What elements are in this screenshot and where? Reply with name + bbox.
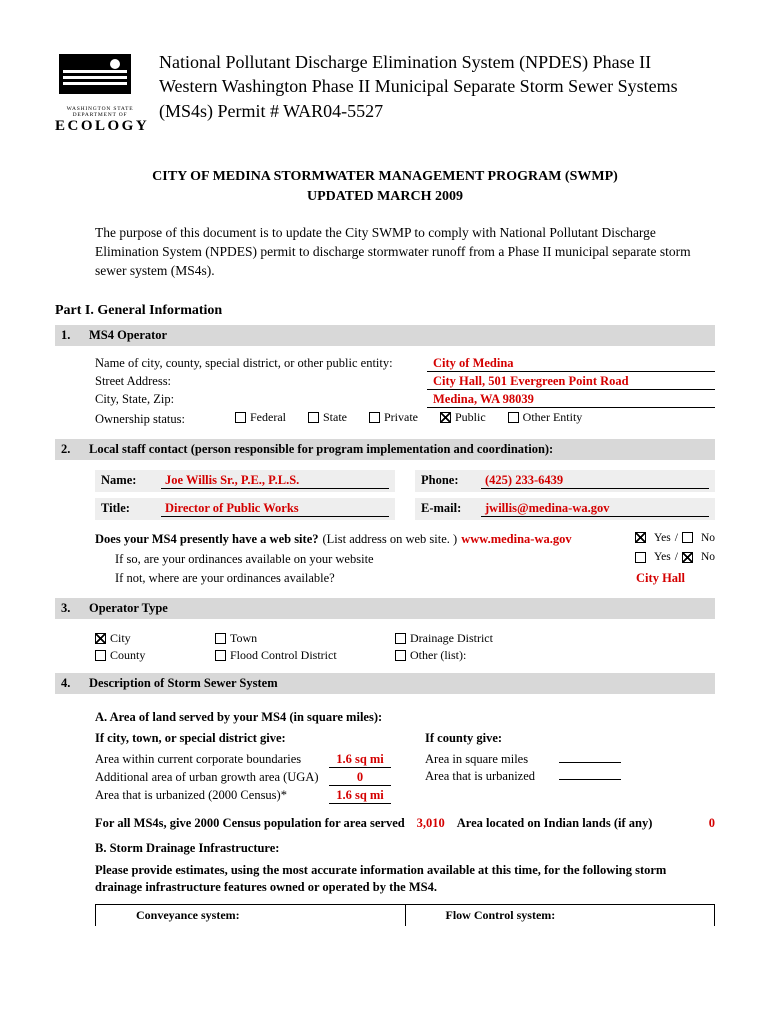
checkbox-private[interactable]: Private <box>369 410 418 425</box>
section-2-num: 2. <box>61 442 89 457</box>
section-1-body: Name of city, county, special district, … <box>55 346 715 439</box>
ordinances-question: If so, are your ordinances available on … <box>115 552 374 567</box>
contact-phone-field: Phone: (425) 233-6439 <box>415 470 715 492</box>
logo-word: ECOLOGY <box>55 118 145 135</box>
checkbox-town[interactable]: Town <box>215 631 373 646</box>
section-4-num: 4. <box>61 676 89 691</box>
checkbox-drainage[interactable]: Drainage District <box>395 631 693 646</box>
website-yesno[interactable]: Yes / No <box>635 532 715 544</box>
header-titles: National Pollutant Discharge Elimination… <box>159 50 678 123</box>
section-3-bar: 3. Operator Type <box>55 598 715 619</box>
conveyance-header: Conveyance system: <box>96 905 406 926</box>
swmp-title-l2: UPDATED MARCH 2009 <box>307 189 463 204</box>
contact-name-value: Joe Willis Sr., P.E., P.L.S. <box>161 473 389 489</box>
ownership-label: Ownership status: <box>95 412 235 427</box>
area-r2-value: 0 <box>329 770 391 786</box>
checkbox-other-entity[interactable]: Other Entity <box>508 410 583 425</box>
header-line-1: National Pollutant Discharge Elimination… <box>159 50 678 74</box>
part-1-heading: Part I. General Information <box>55 303 715 319</box>
contact-phone-value: (425) 233-6439 <box>481 473 709 489</box>
address-value: City Hall, 501 Evergreen Point Road <box>427 374 715 390</box>
checkbox-state[interactable]: State <box>308 410 347 425</box>
ordinances-where-question: If not, where are your ordinances availa… <box>115 571 335 586</box>
section-4-body: A. Area of land served by your MS4 (in s… <box>55 694 715 936</box>
section-1-title: MS4 Operator <box>89 328 167 343</box>
section-3-num: 3. <box>61 601 89 616</box>
section-2-bar: 2. Local staff contact (person responsib… <box>55 439 715 460</box>
census-value: 3,010 <box>411 816 451 831</box>
section-1-num: 1. <box>61 328 89 343</box>
area-r1-label: Area within current corporate boundaries <box>95 752 325 767</box>
area-r3-label: Area that is urbanized (2000 Census)* <box>95 788 325 803</box>
infra-table-header: Conveyance system: Flow Control system: <box>95 904 715 926</box>
city-state-zip-value: Medina, WA 98039 <box>427 392 715 408</box>
checkbox-city[interactable]: City <box>95 631 193 646</box>
section-1-bar: 1. MS4 Operator <box>55 325 715 346</box>
checkbox-county[interactable]: County <box>95 648 193 663</box>
section-3-body: City Town Drainage District County Flood… <box>55 619 715 673</box>
flowcontrol-header: Flow Control system: <box>406 905 715 926</box>
contact-title-value: Director of Public Works <box>161 501 389 517</box>
county-r2-value <box>559 779 621 780</box>
document-header: WASHINGTON STATE DEPARTMENT OF ECOLOGY N… <box>55 50 715 135</box>
section-3-title: Operator Type <box>89 601 168 616</box>
county-r1-label: Area in square miles <box>425 752 555 767</box>
indian-label: Area located on Indian lands (if any) <box>457 816 653 831</box>
swmp-title-l1: CITY OF MEDINA STORMWATER MANAGEMENT PRO… <box>152 169 618 184</box>
section-4-bar: 4. Description of Storm Sewer System <box>55 673 715 694</box>
swmp-title: CITY OF MEDINA STORMWATER MANAGEMENT PRO… <box>55 167 715 206</box>
area-r2-label: Additional area of urban growth area (UG… <box>95 770 325 785</box>
contact-title-field: Title: Director of Public Works <box>95 498 395 520</box>
checkbox-federal[interactable]: Federal <box>235 410 286 425</box>
section-4b-head: B. Storm Drainage Infrastructure: <box>95 841 715 856</box>
entity-name-label: Name of city, county, special district, … <box>95 356 425 371</box>
section-2-title: Local staff contact (person responsible … <box>89 442 553 457</box>
county-r1-value <box>559 762 621 763</box>
website-value: www.medina-wa.gov <box>461 532 571 547</box>
website-hint: (List address on web site. ) <box>323 532 458 547</box>
checkbox-flood[interactable]: Flood Control District <box>215 648 373 663</box>
ordinances-yesno[interactable]: Yes / No <box>635 551 715 563</box>
address-label: Street Address: <box>95 374 425 389</box>
county-r2-label: Area that is urbanized <box>425 769 555 784</box>
entity-name-value: City of Medina <box>427 356 715 372</box>
website-question: Does your MS4 presently have a web site? <box>95 532 319 547</box>
contact-name-field: Name: Joe Willis Sr., P.E., P.L.S. <box>95 470 395 492</box>
section-4b-text: Please provide estimates, using the most… <box>95 862 715 896</box>
area-r3-value: 1.6 sq mi <box>329 788 391 804</box>
census-label: For all MS4s, give 2000 Census populatio… <box>95 816 405 831</box>
indian-value: 0 <box>709 816 715 831</box>
section-4a-head: A. Area of land served by your MS4 (in s… <box>95 710 715 725</box>
city-state-zip-label: City, State, Zip: <box>95 392 425 407</box>
purpose-text: The purpose of this document is to updat… <box>95 224 715 281</box>
if-city-label: If city, town, or special district give: <box>95 731 395 746</box>
section-4-title: Description of Storm Sewer System <box>89 676 278 691</box>
checkbox-other-list[interactable]: Other (list): <box>395 648 693 663</box>
checkbox-public[interactable]: Public <box>440 410 486 425</box>
contact-email-field: E-mail: jwillis@medina-wa.gov <box>415 498 715 520</box>
area-r1-value: 1.6 sq mi <box>329 752 391 768</box>
if-county-label: If county give: <box>425 731 715 746</box>
header-line-2: Western Washington Phase II Municipal Se… <box>159 74 678 98</box>
contact-email-value: jwillis@medina-wa.gov <box>481 501 709 517</box>
section-2-body: Name: Joe Willis Sr., P.E., P.L.S. Title… <box>55 460 715 598</box>
ecology-logo: WASHINGTON STATE DEPARTMENT OF ECOLOGY <box>55 50 145 135</box>
ordinances-where-value: City Hall <box>636 571 685 586</box>
header-line-3: (MS4s) Permit # WAR04-5527 <box>159 99 678 123</box>
